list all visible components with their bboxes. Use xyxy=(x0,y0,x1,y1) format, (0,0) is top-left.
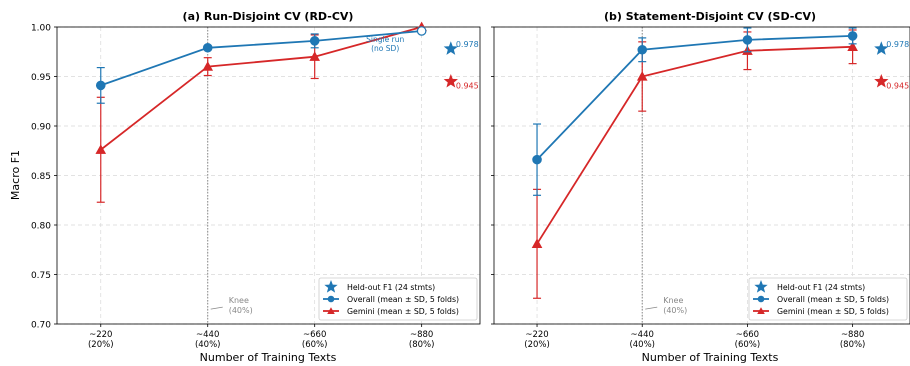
title-right: (b) Statement-Disjoint CV (SD-CV) xyxy=(604,10,816,23)
knee-label: Knee xyxy=(663,296,683,305)
legend-overall-marker xyxy=(327,295,335,303)
x-tick-label-pct: (80%) xyxy=(840,340,866,350)
x-tick-label: ~220 xyxy=(525,330,548,340)
y-tick-label: 0.80 xyxy=(31,222,51,232)
knee-label-pct: (40%) xyxy=(229,306,253,315)
y-tick-label: 0.75 xyxy=(31,271,51,281)
overall-point xyxy=(202,42,213,53)
y-tick-label: 0.90 xyxy=(31,123,51,133)
legend-star-icon xyxy=(324,280,338,293)
legend-overall-marker xyxy=(757,295,765,303)
legend-gemini-marker xyxy=(757,307,765,315)
legend-star-icon xyxy=(754,280,768,293)
legend-gemini-marker xyxy=(327,307,335,315)
gemini-line xyxy=(100,26,422,151)
legend-gemini-label: Gemini (mean ± SD, 5 folds) xyxy=(347,307,459,316)
y-tick-label: 0.95 xyxy=(31,73,51,83)
x-tick-label-pct: (60%) xyxy=(302,340,328,350)
x-tick-label: ~220 xyxy=(89,330,112,340)
panel-sd-cv: Knee(40%)~220(20%)~440(40%)~660(60%)~880… xyxy=(491,26,910,350)
x-tick-label-pct: (20%) xyxy=(524,340,550,350)
knee-arrow xyxy=(210,306,223,310)
legend-gemini-label: Gemini (mean ± SD, 5 folds) xyxy=(777,307,889,316)
knee-arrow xyxy=(645,306,658,310)
legend-heldout-label: Held-out F1 (24 stmts) xyxy=(777,283,865,292)
heldout-gemini-label: 0.945 xyxy=(886,81,909,90)
legend-overall-label: Overall (mean ± SD, 5 folds) xyxy=(777,295,889,304)
heldout-overall-label: 0.978 xyxy=(456,40,479,49)
legend: Held-out F1 (24 stmts) Overall (mean ± SD… xyxy=(318,277,478,321)
x-tick-label-pct: (60%) xyxy=(735,340,761,350)
heldout-gemini-star xyxy=(443,73,458,88)
x-tick-label-pct: (80%) xyxy=(409,340,435,350)
gemini-point xyxy=(95,144,107,154)
gemini-point xyxy=(309,51,320,61)
heldout-overall-label: 0.978 xyxy=(886,40,909,49)
legend-overall-label: Overall (mean ± SD, 5 folds) xyxy=(347,295,459,304)
overall-point xyxy=(95,80,106,91)
gemini-point xyxy=(531,238,543,248)
y-tick-label: 1.00 xyxy=(31,24,51,34)
note-single-run: Single run xyxy=(366,35,404,44)
legend-box xyxy=(318,277,478,321)
legend-heldout-label: Held-out F1 (24 stmts) xyxy=(347,283,435,292)
gemini-line xyxy=(536,45,853,245)
overall-point xyxy=(416,26,427,36)
x-tick-label: ~660 xyxy=(736,330,759,340)
x-tick-label-pct: (40%) xyxy=(195,340,221,350)
knee-label-pct: (40%) xyxy=(663,306,687,315)
overall-line xyxy=(536,35,853,161)
note-no-sd: (no SD) xyxy=(371,44,399,53)
gemini-point xyxy=(202,61,214,71)
overall-point xyxy=(742,35,753,45)
x-tick-label-pct: (40%) xyxy=(629,340,655,350)
x-tick-label: ~880 xyxy=(410,330,433,340)
x-tick-label: ~880 xyxy=(841,330,864,340)
overall-point xyxy=(532,154,542,165)
x-axis-label-left: Number of Training Texts xyxy=(200,351,337,364)
overall-point xyxy=(637,44,648,55)
x-axis-label-right: Number of Training Texts xyxy=(642,351,779,364)
gemini-point xyxy=(847,41,858,51)
x-tick-label-pct: (20%) xyxy=(88,340,114,350)
overall-line xyxy=(100,30,422,87)
panel-rd-cv: Knee(40%)0.700.750.800.850.900.951.00~22… xyxy=(31,21,481,350)
legend-box xyxy=(748,277,908,321)
gemini-point xyxy=(636,71,648,81)
x-tick-label: ~660 xyxy=(303,330,326,340)
y-axis-label: Macro F1 xyxy=(9,150,22,200)
heldout-overall-star xyxy=(874,41,889,55)
heldout-gemini-label: 0.945 xyxy=(456,81,479,90)
y-tick-label: 0.70 xyxy=(31,321,51,331)
legend: Held-out F1 (24 stmts) Overall (mean ± SD… xyxy=(748,277,908,321)
x-tick-label: ~440 xyxy=(196,330,219,340)
x-tick-label: ~440 xyxy=(631,330,654,340)
y-tick-label: 0.85 xyxy=(31,172,51,182)
heldout-overall-star xyxy=(443,41,458,55)
knee-label: Knee xyxy=(229,296,249,305)
title-left: (a) Run-Disjoint CV (RD-CV) xyxy=(183,10,354,23)
heldout-gemini-star xyxy=(874,73,889,88)
overall-point xyxy=(847,31,858,41)
overall-point xyxy=(309,36,320,46)
